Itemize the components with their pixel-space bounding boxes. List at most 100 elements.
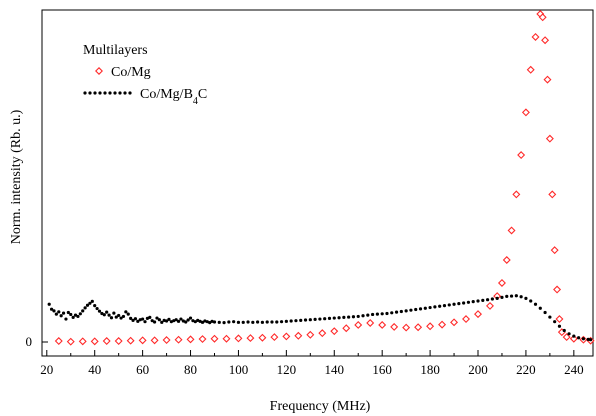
co-mg-point [521, 108, 530, 117]
co-mg-b4c-point [100, 311, 104, 316]
co-mg-point [150, 336, 159, 345]
co-mg-b4c-point [124, 310, 128, 314]
co-mg-point [526, 65, 535, 74]
co-mg-b4c-point [524, 296, 528, 300]
legend-dot-marker [103, 91, 107, 95]
co-mg-b4c-point [212, 320, 217, 324]
co-mg-b4c-point [222, 321, 226, 325]
co-mg-b4c-point [109, 316, 114, 320]
co-mg-point [114, 337, 123, 345]
legend-label-co-mg: Co/Mg [111, 65, 151, 80]
co-mg-b4c-point [193, 320, 197, 324]
co-mg-b4c-point [227, 320, 231, 324]
legend-dot-marker [83, 91, 87, 95]
co-mg-b4c-point [466, 300, 471, 304]
co-mg-b4c-point [143, 320, 147, 324]
co-mg-point [512, 190, 521, 199]
co-mg-point [497, 278, 506, 287]
x-tick-label: 40 [88, 362, 101, 377]
co-mg-point [306, 330, 315, 339]
co-mg-b4c-point [567, 332, 571, 336]
co-mg-b4c-point [337, 316, 341, 320]
co-mg-b4c-point [184, 320, 188, 324]
co-mg-b4c-point [64, 317, 68, 321]
co-mg-point [545, 134, 554, 143]
co-mg-b4c-point [152, 320, 157, 324]
co-mg-b4c-point [232, 320, 236, 324]
co-mg-b4c-point [208, 321, 212, 325]
co-mg-b4c-point [164, 319, 169, 323]
x-tick-label: 20 [40, 362, 53, 377]
co-mg-point [438, 320, 447, 329]
co-mg-b4c-point [186, 318, 190, 322]
co-mg-b4c-point [375, 312, 379, 316]
co-mg-b4c-point [313, 317, 317, 321]
co-mg-point [541, 36, 550, 45]
legend-dot-marker [118, 91, 122, 95]
co-mg-b4c-point [112, 311, 116, 315]
co-mg-point [517, 151, 526, 160]
co-mg-point [54, 337, 63, 345]
co-mg-b4c-point [371, 312, 375, 317]
co-mg-b4c-point [217, 320, 221, 324]
co-mg-b4c-point [462, 301, 466, 305]
co-mg-b4c-point [265, 320, 269, 324]
co-mg-b4c-point [457, 302, 461, 306]
co-mg-b4c-point [210, 319, 214, 323]
co-mg-b4c-point [181, 319, 185, 323]
co-mg-b4c-point [323, 317, 327, 321]
co-mg-b4c-point [85, 303, 90, 307]
co-mg-b4c-point [66, 310, 70, 315]
co-mg-b4c-point [495, 296, 499, 300]
co-mg-b4c-point [490, 297, 494, 301]
co-mg-b4c-point [97, 309, 102, 313]
legend-dot-marker [123, 91, 127, 95]
legend-diamond-marker [95, 67, 103, 75]
co-mg-b4c-point [423, 306, 427, 310]
legend-label-co-mg-b4c: Co/Mg/B4C [140, 87, 207, 107]
co-mg-point [198, 335, 207, 344]
x-tick-label: 200 [468, 362, 488, 377]
co-mg-b4c-point [548, 315, 552, 319]
x-tick-label: 180 [420, 362, 440, 377]
co-mg-b4c-point [361, 314, 365, 318]
co-mg-b4c-point [54, 312, 58, 316]
co-mg-b4c-point [236, 320, 241, 324]
co-mg-b4c-point [105, 310, 109, 314]
co-mg-b4c-point [342, 315, 346, 319]
co-mg-b4c-point [121, 314, 126, 319]
co-mg-b4c-point [481, 298, 485, 302]
co-mg-b4c-point [71, 315, 75, 319]
co-mg-point [342, 324, 351, 333]
x-tick-label: 60 [136, 362, 149, 377]
co-mg-point [550, 246, 559, 255]
co-mg-b4c-point [196, 318, 200, 322]
co-mg-b4c-point [589, 338, 593, 342]
x-tick-label: 80 [184, 362, 197, 377]
legend-dot-marker [88, 91, 92, 95]
co-mg-b4c-point [256, 320, 260, 324]
co-mg-b4c-point [172, 319, 176, 323]
co-mg-point [450, 318, 459, 327]
x-axis-ticks: 20 40 60 80 100 120 140 160 180 200 220 240 [40, 350, 584, 377]
co-mg-b4c-point [562, 328, 566, 333]
co-mg-b4c-point [205, 320, 209, 324]
co-mg-b4c-point [155, 316, 159, 320]
co-mg-b4c-point [303, 318, 308, 322]
co-mg-b4c-point [327, 316, 332, 320]
co-mg-b4c-point [332, 316, 336, 320]
co-mg-b4c-point [119, 316, 123, 320]
co-mg-b4c-point [380, 312, 384, 316]
co-mg-b4c-point [141, 317, 145, 321]
co-mg-b4c-point [538, 306, 542, 310]
co-mg-point [78, 337, 87, 346]
co-mg-point [486, 301, 494, 310]
co-mg-b4c-point [318, 317, 322, 321]
co-mg-point [402, 323, 411, 332]
co-mg-point [66, 337, 75, 346]
co-mg-b4c-point [78, 312, 82, 316]
co-mg-point [354, 320, 363, 329]
co-mg-b4c-point [76, 314, 80, 319]
co-mg-b4c-point [485, 298, 490, 302]
co-mg-b4c-point [49, 307, 54, 311]
